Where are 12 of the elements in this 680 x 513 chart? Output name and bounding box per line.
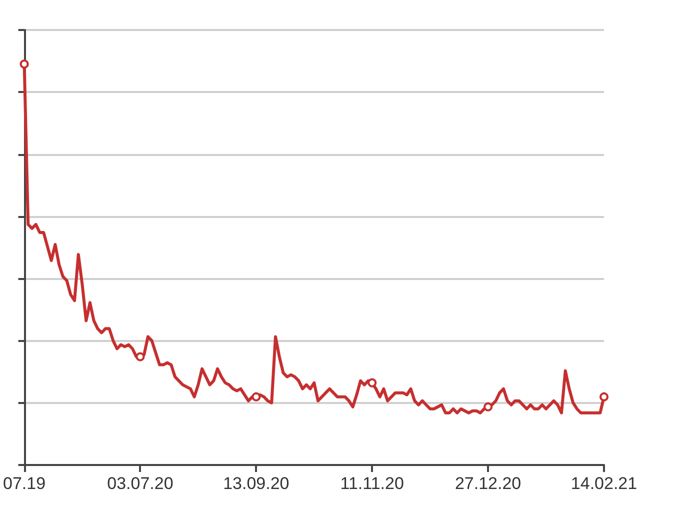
x-tick-label: 11.11.20: [340, 474, 404, 493]
point: [484, 402, 493, 412]
x-tick-label: 14.02.21: [570, 474, 638, 493]
x-tick-label: 27.12.20: [454, 474, 522, 493]
x-tick-label: 03.07.20: [107, 474, 174, 493]
point: [368, 378, 377, 388]
x-tick-label: 13.09.20: [223, 474, 290, 493]
point: [600, 392, 608, 402]
point: [20, 60, 29, 69]
point: [252, 392, 261, 402]
point: [136, 352, 145, 362]
x-tick-label: 07.19: [2, 474, 46, 493]
